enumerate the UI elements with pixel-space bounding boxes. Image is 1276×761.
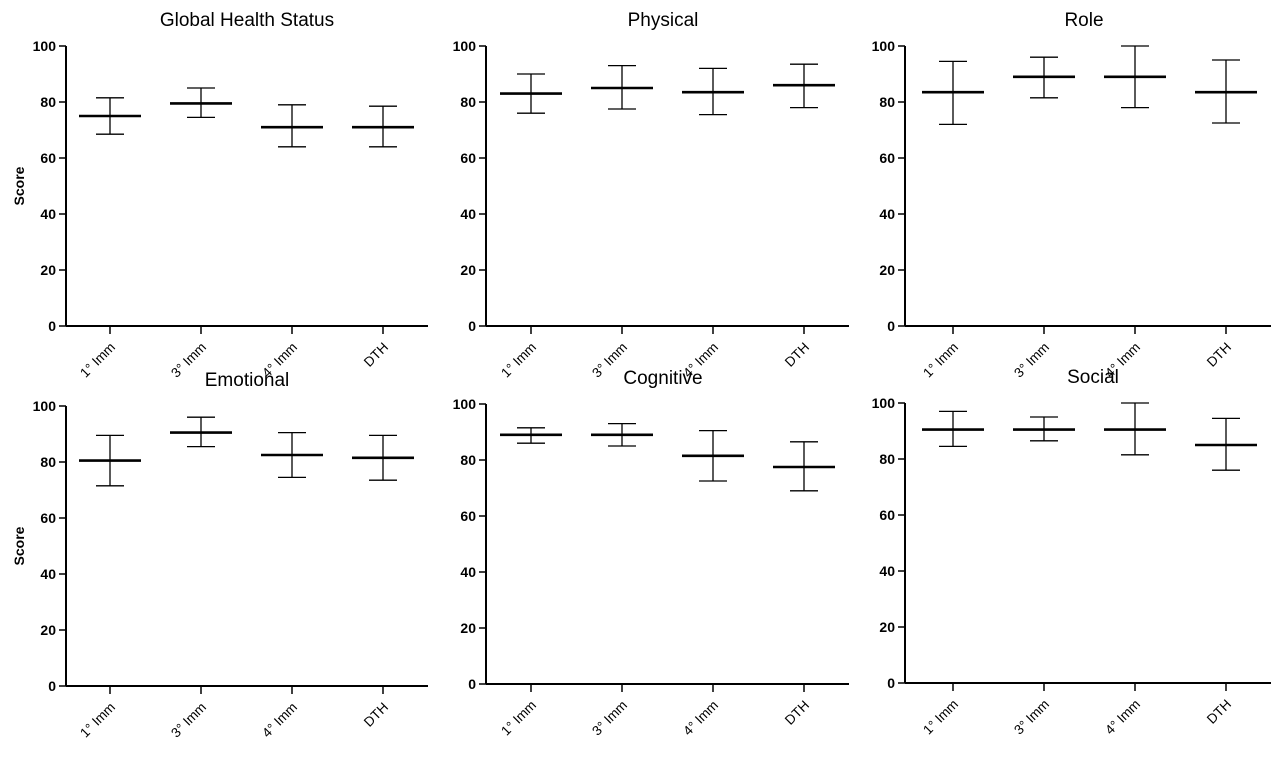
y-tick-label: 100 bbox=[872, 38, 896, 54]
y-tick-label: 80 bbox=[879, 451, 895, 467]
y-tick-label: 40 bbox=[879, 206, 895, 222]
x-tick-label: 3° Imm bbox=[1011, 340, 1052, 381]
x-tick-label: DTH bbox=[782, 340, 812, 370]
y-tick-label: 40 bbox=[460, 206, 476, 222]
y-tick-label: 20 bbox=[460, 620, 476, 636]
panel-social: Social 0 20 40 60 80 100 1° Imm 3° Imm 4° Imm DTH bbox=[872, 367, 1271, 737]
panel-title: Physical bbox=[628, 10, 699, 31]
y-tick-label: 0 bbox=[887, 318, 895, 334]
y-tick-label: 60 bbox=[460, 150, 476, 166]
x-tick-label: 1° Imm bbox=[498, 340, 539, 381]
y-tick-label: 80 bbox=[40, 94, 56, 110]
x-tick-label: 3° Imm bbox=[168, 340, 209, 381]
y-tick-label: 100 bbox=[872, 395, 896, 411]
y-tick-label: 20 bbox=[879, 262, 895, 278]
y-tick-label: 60 bbox=[879, 507, 895, 523]
y-tick-label: 80 bbox=[879, 94, 895, 110]
panel-title: Emotional bbox=[205, 370, 290, 391]
y-tick-label: 0 bbox=[48, 678, 56, 694]
y-tick-label: 60 bbox=[40, 510, 56, 526]
x-tick-label: 4° Imm bbox=[680, 698, 721, 739]
y-axis-label: Score bbox=[11, 526, 27, 565]
y-tick-label: 60 bbox=[40, 150, 56, 166]
panel-title: Social bbox=[1067, 367, 1119, 388]
panel-title: Global Health Status bbox=[160, 10, 334, 31]
x-tick-label: DTH bbox=[1204, 697, 1234, 727]
panel-title: Cognitive bbox=[623, 368, 702, 389]
y-tick-label: 100 bbox=[33, 38, 57, 54]
y-tick-label: 60 bbox=[460, 508, 476, 524]
x-tick-label: 4° Imm bbox=[259, 700, 300, 741]
y-tick-label: 20 bbox=[460, 262, 476, 278]
y-tick-label: 20 bbox=[40, 262, 56, 278]
y-axis-label: Score bbox=[11, 166, 27, 205]
x-tick-label: 3° Imm bbox=[589, 698, 630, 739]
y-tick-label: 80 bbox=[460, 94, 476, 110]
y-tick-label: 0 bbox=[48, 318, 56, 334]
y-tick-label: 100 bbox=[33, 398, 57, 414]
y-tick-label: 0 bbox=[887, 675, 895, 691]
panel-cognitive: Cognitive 0 20 40 60 80 100 1° Imm 3° Imm 4° Imm D… bbox=[453, 368, 849, 738]
x-tick-label: DTH bbox=[1204, 340, 1234, 370]
x-tick-label: DTH bbox=[361, 340, 391, 370]
x-tick-label: 3° Imm bbox=[168, 700, 209, 741]
y-tick-label: 40 bbox=[40, 206, 56, 222]
x-tick-label: 4° Imm bbox=[1102, 697, 1143, 738]
y-tick-label: 20 bbox=[879, 619, 895, 635]
x-tick-label: 1° Imm bbox=[920, 340, 961, 381]
x-tick-label: DTH bbox=[361, 700, 391, 730]
y-tick-label: 60 bbox=[879, 150, 895, 166]
x-tick-label: 1° Imm bbox=[920, 697, 961, 738]
y-tick-label: 100 bbox=[453, 38, 477, 54]
y-tick-label: 80 bbox=[40, 454, 56, 470]
panel-global-health-status: Global Health Status 0 20 40 60 80 100 Score 1° … bbox=[11, 10, 428, 380]
y-tick-label: 20 bbox=[40, 622, 56, 638]
y-tick-label: 0 bbox=[468, 676, 476, 692]
x-tick-label: DTH bbox=[782, 698, 812, 728]
panel-emotional: Emotional 0 20 40 60 80 100 Score 1° Imm 3° Imm 4°… bbox=[11, 370, 428, 740]
x-tick-label: 1° Imm bbox=[77, 700, 118, 741]
x-tick-label: 3° Imm bbox=[1011, 697, 1052, 738]
panel-title: Role bbox=[1064, 10, 1103, 31]
x-tick-label: 1° Imm bbox=[498, 698, 539, 739]
y-tick-label: 80 bbox=[460, 452, 476, 468]
y-tick-label: 100 bbox=[453, 396, 477, 412]
y-tick-label: 40 bbox=[460, 564, 476, 580]
y-tick-label: 40 bbox=[40, 566, 56, 582]
x-tick-label: 1° Imm bbox=[77, 340, 118, 381]
y-tick-label: 0 bbox=[468, 318, 476, 334]
y-tick-label: 40 bbox=[879, 563, 895, 579]
